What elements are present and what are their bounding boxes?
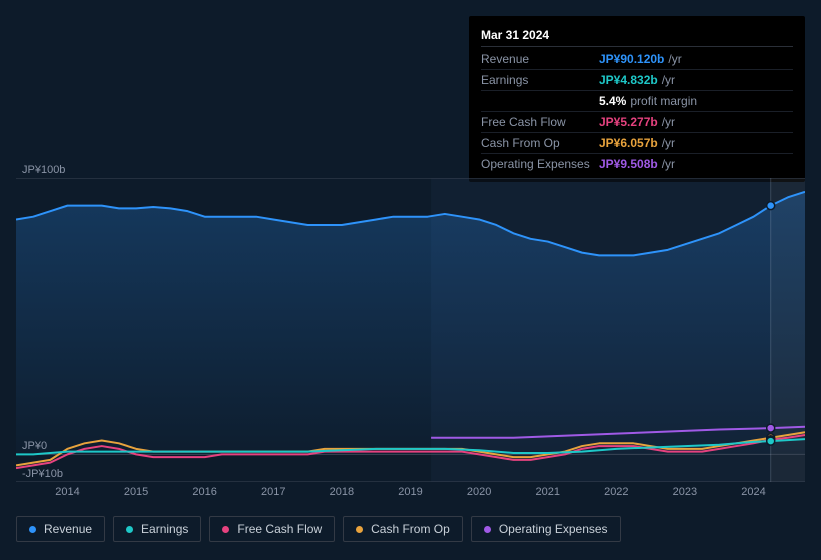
legend-dot-icon [356,526,363,533]
legend-dot-icon [126,526,133,533]
tooltip-row: EarningsJP¥4.832b/yr [481,70,793,91]
tooltip-row: Cash From OpJP¥6.057b/yr [481,133,793,154]
tooltip-metric-suffix: /yr [662,73,675,87]
tooltip-metric-value: JP¥4.832b [599,73,658,87]
legend-dot-icon [484,526,491,533]
legend-item-free-cash-flow[interactable]: Free Cash Flow [209,516,335,542]
tooltip-metric-value: JP¥90.120b [599,52,664,66]
data-tooltip: Mar 31 2024 RevenueJP¥90.120b/yrEarnings… [469,16,805,182]
x-axis-label: 2014 [55,486,79,498]
x-axis-label: 2024 [741,486,765,498]
x-axis-label: 2019 [398,486,422,498]
tooltip-metric-label: Cash From Op [481,136,599,150]
x-axis-label: 2015 [124,486,148,498]
legend-dot-icon [222,526,229,533]
tooltip-metric-suffix: /yr [662,115,675,129]
y-axis-label: JP¥100b [22,164,65,176]
tooltip-metric-suffix: profit margin [630,94,697,108]
legend-label: Revenue [44,522,92,536]
x-axis-label: 2023 [673,486,697,498]
tooltip-metric-suffix: /yr [668,52,681,66]
x-axis-label: 2018 [330,486,354,498]
chart-area: 2014 2015 2016 2017 2018 2019 2020 2021 2022 2023… [16,160,805,502]
chart-plot[interactable] [16,178,805,482]
x-axis-label: 2016 [192,486,216,498]
tooltip-metric-label: Earnings [481,73,599,87]
legend-label: Free Cash Flow [237,522,322,536]
tooltip-metric-label: Revenue [481,52,599,66]
legend-label: Cash From Op [371,522,450,536]
y-axis-label: -JP¥10b [22,468,63,480]
y-axis-label: JP¥0 [22,440,47,452]
tooltip-metric-value: JP¥5.277b [599,115,658,129]
tooltip-metric-suffix: /yr [662,136,675,150]
legend-label: Earnings [141,522,188,536]
legend-item-operating-expenses[interactable]: Operating Expenses [471,516,621,542]
x-axis: 2014 2015 2016 2017 2018 2019 2020 2021 2022 2023… [16,486,805,502]
x-axis-label: 2020 [467,486,491,498]
tooltip-row: RevenueJP¥90.120b/yr [481,49,793,70]
tooltip-date: Mar 31 2024 [481,24,793,47]
tooltip-metric-value: 5.4% [599,94,626,108]
tooltip-row: Free Cash FlowJP¥5.277b/yr [481,112,793,133]
tooltip-row: 5.4% profit margin [481,91,793,112]
legend-dot-icon [29,526,36,533]
x-axis-label: 2021 [535,486,559,498]
legend: Revenue Earnings Free Cash Flow Cash From O… [16,516,621,542]
legend-item-revenue[interactable]: Revenue [16,516,105,542]
legend-item-earnings[interactable]: Earnings [113,516,201,542]
legend-label: Operating Expenses [499,522,608,536]
x-axis-label: 2022 [604,486,628,498]
tooltip-metric-value: JP¥6.057b [599,136,658,150]
x-axis-label: 2017 [261,486,285,498]
legend-item-cash-from-op[interactable]: Cash From Op [343,516,463,542]
tooltip-metric-label: Free Cash Flow [481,115,599,129]
